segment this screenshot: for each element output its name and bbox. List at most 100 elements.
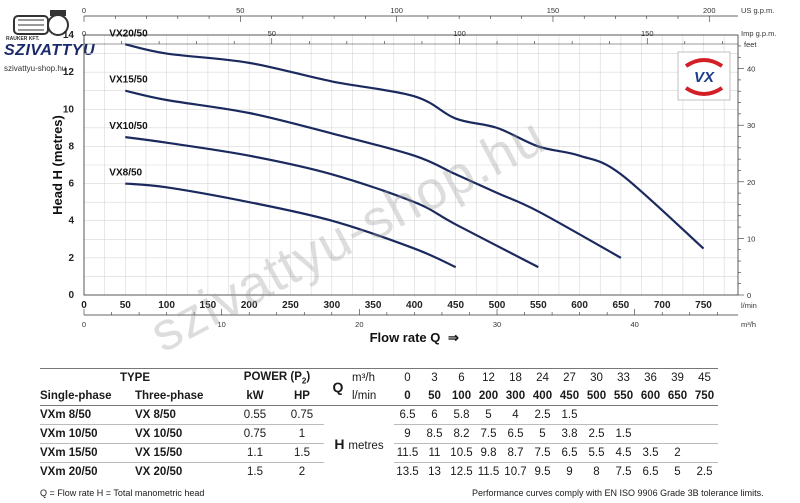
x-tick-label: 100 — [158, 300, 175, 311]
power-kw: 1.1 — [247, 447, 263, 459]
head-value: 6.5 — [642, 466, 659, 478]
imp-gpm-unit: Imp g.p.m. — [741, 29, 776, 38]
y-axis-title: Head H (metres) — [50, 115, 65, 215]
imp-gpm-tick-label: 150 — [641, 29, 654, 38]
head-value: 2.5 — [696, 466, 713, 478]
x-axis-arrow: ⇒ — [448, 330, 459, 345]
q-lmin-label: l/min — [352, 390, 377, 402]
curve-vx10-50 — [125, 136, 539, 269]
m3h-tick-label: 40 — [631, 320, 639, 329]
power-kw: 0.55 — [243, 409, 267, 421]
x-unit-label: l/min — [741, 301, 757, 310]
curve-vx8-50 — [125, 182, 457, 269]
x-axis-title: Flow rate Q — [370, 330, 441, 345]
feet-tick-label: 0 — [747, 291, 751, 300]
head-value: 6 — [431, 409, 438, 421]
x-tick-label: 500 — [489, 300, 506, 311]
lmin-value: 300 — [505, 390, 526, 402]
curve-label-vx8-50: VX8/50 — [109, 168, 142, 179]
head-value: 8.2 — [453, 428, 470, 440]
head-value — [637, 406, 664, 425]
head-value: 6.5 — [561, 447, 578, 459]
q-header: Q — [332, 379, 344, 395]
head-value: 13.5 — [396, 466, 419, 478]
m3h-value: 36 — [644, 372, 657, 384]
head-value: 11.5 — [477, 466, 500, 478]
h-unit: metres — [348, 439, 384, 452]
curve-label-vx20-50: VX20/50 — [109, 28, 148, 39]
lmin-value: 600 — [640, 390, 661, 402]
q-m3h-label: m³/h — [352, 372, 375, 384]
y-tick-label: 6 — [68, 179, 74, 190]
head-value: 2.5 — [534, 409, 551, 421]
y-tick-label: 0 — [68, 290, 74, 301]
us-gpm-tick-label: 100 — [390, 6, 403, 15]
m3h-value: 39 — [671, 372, 684, 384]
x-tick-label: 0 — [81, 300, 87, 311]
curve-label-vx15-50: VX15/50 — [109, 75, 148, 86]
head-value: 9.5 — [534, 466, 551, 478]
head-value: 10.5 — [450, 447, 473, 459]
power-close: ) — [306, 370, 311, 383]
y-tick-label: 14 — [63, 30, 75, 41]
table-subheader-row: Single-phase Three-phase kW HP l/min 0 50 100 20… — [40, 387, 718, 406]
head-value: 5.5 — [588, 447, 605, 459]
head-value — [583, 406, 610, 425]
power-header: POWER (P2) — [230, 369, 324, 388]
m3h-value: 45 — [698, 372, 711, 384]
us-gpm-tick-label: 0 — [82, 6, 86, 15]
x-tick-label: 50 — [120, 300, 132, 311]
x-tick-label: 700 — [654, 300, 671, 311]
h-label: H — [334, 435, 349, 452]
imp-gpm-tick-label: 100 — [453, 29, 466, 38]
chart-labels: Head H (metres) Flow rate Q ⇒ VX20/50 VX15/5… — [50, 28, 459, 345]
head-value — [664, 425, 691, 444]
m3h-unit: m³/h — [741, 320, 756, 329]
head-value: 6.5 — [399, 409, 416, 421]
y-tick-label: 4 — [68, 216, 74, 227]
power-hp: 1.5 — [294, 447, 310, 459]
m3h-value: 12 — [482, 372, 495, 384]
power-label: POWER (P — [243, 370, 302, 383]
single-phase-model: VXm 20/50 — [40, 466, 98, 478]
chart-curves — [125, 43, 705, 269]
head-value — [664, 406, 691, 425]
m3h-value: 33 — [617, 372, 630, 384]
lmin-value: 550 — [613, 390, 634, 402]
head-value — [610, 406, 637, 425]
m3h-value: 18 — [509, 372, 522, 384]
us-gpm-tick-label: 150 — [547, 6, 560, 15]
x-tick-label: 200 — [241, 300, 258, 311]
head-value: 7.5 — [534, 447, 551, 459]
head-value: 1.5 — [615, 428, 632, 440]
lmin-value: 750 — [694, 390, 715, 402]
head-value: 2 — [674, 447, 681, 459]
feet-tick-label: 10 — [747, 234, 755, 243]
head-value: 4 — [512, 409, 519, 421]
h-metres-header: H metres — [324, 406, 394, 482]
hp-header: HP — [294, 390, 310, 402]
head-value — [691, 425, 718, 444]
head-value: 11 — [428, 447, 441, 459]
head-value: 12.5 — [450, 466, 473, 478]
x-tick-label: 750 — [695, 300, 712, 311]
lmin-value: 100 — [451, 390, 472, 402]
head-value: 1.5 — [561, 409, 578, 421]
m3h-value: 24 — [536, 372, 549, 384]
three-phase-model: VX 20/50 — [135, 466, 183, 478]
feet-unit: feet — [744, 40, 757, 49]
x-tick-label: 350 — [365, 300, 382, 311]
head-value: 9.8 — [480, 447, 497, 459]
feet-tick-label: 20 — [747, 178, 755, 187]
power-sub: 2 — [301, 376, 307, 386]
imp-gpm-tick-label: 0 — [82, 29, 86, 38]
three-phase-model: VX 15/50 — [135, 447, 183, 459]
curve-label-vx10-50: VX10/50 — [109, 121, 148, 132]
single-phase-model: VXm 8/50 — [40, 409, 92, 421]
y-tick-label: 10 — [63, 104, 75, 115]
x-tick-label: 150 — [200, 300, 217, 311]
